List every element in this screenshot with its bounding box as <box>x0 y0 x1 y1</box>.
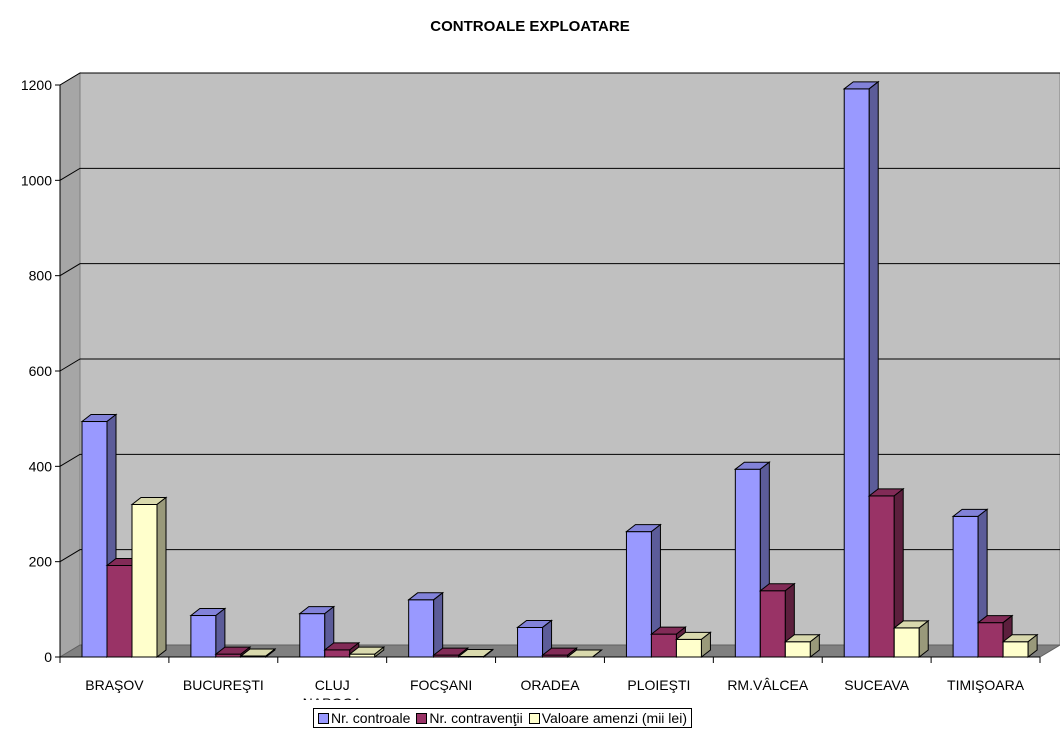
bar-front <box>784 641 811 658</box>
x-tick-label: TIMIŞOARA <box>947 677 1025 693</box>
bar-side <box>592 649 602 658</box>
bar-side <box>156 496 167 659</box>
x-tick-label: CLUJ NAPOCA <box>303 677 363 700</box>
y-tick-label: 1000 <box>21 172 52 188</box>
bar <box>674 631 712 659</box>
bar-front <box>893 627 920 658</box>
bar-front <box>517 626 544 658</box>
bar-front <box>650 633 677 658</box>
legend-swatch-valoare <box>528 712 540 724</box>
bar <box>783 633 821 659</box>
bar <box>348 646 386 659</box>
x-tick-label: BRAŞOV <box>85 677 144 693</box>
x-tick-label-line: PLOIEŞTI <box>627 677 690 693</box>
y-tick-label: 200 <box>29 554 53 570</box>
gridline <box>59 167 1060 181</box>
bar-front <box>952 515 979 658</box>
bar <box>951 508 989 659</box>
bar-side <box>265 648 276 659</box>
bar <box>892 619 930 659</box>
legend-item-valoare: Valoare amenzi (mii lei) <box>528 710 687 726</box>
bar-front <box>759 590 786 658</box>
legend-swatch-controale <box>318 712 329 724</box>
gridline <box>59 453 1060 467</box>
bar-front <box>106 564 133 658</box>
bar <box>624 523 662 659</box>
x-tick-label-line: CLUJ <box>315 677 350 693</box>
legend-item-controale: Nr. controale <box>318 710 410 726</box>
bar-front <box>131 503 158 658</box>
bar-side <box>374 646 385 659</box>
bar-front <box>190 615 217 658</box>
gridline <box>59 549 1060 563</box>
bar-front <box>299 613 326 658</box>
y-tick-label: 400 <box>29 458 53 474</box>
bar <box>189 607 227 659</box>
bar-side <box>918 619 929 659</box>
legend-swatch-contraventii <box>416 712 428 724</box>
bar-front <box>675 638 702 658</box>
x-tick-label-line: FOCŞANI <box>410 677 472 693</box>
bar <box>867 487 905 659</box>
bar-front <box>324 649 351 658</box>
bar <box>566 649 604 658</box>
legend-label-controale: Nr. controale <box>331 710 411 726</box>
axis-labels: 0 200 400 600 800 1000 1200 BRAŞOV BUCUREŞTI CLUJ… <box>21 77 1025 700</box>
bars <box>80 80 1039 659</box>
bar-front <box>977 622 1004 658</box>
x-tick-label-line: TIMIŞOARA <box>947 677 1025 693</box>
bar-front <box>1002 641 1029 658</box>
legend-item-contraventii: Nr. contravenţii <box>416 710 523 726</box>
y-tick-label: 0 <box>44 649 52 665</box>
legend-label-contraventii: Nr. contravenţii <box>429 710 523 726</box>
x-tick-label: SUCEAVA <box>844 677 909 693</box>
bar <box>239 648 277 659</box>
legend-label-valoare: Valoare amenzi (mii lei) <box>541 710 687 726</box>
bar-front <box>734 468 761 658</box>
bar-side <box>809 633 820 659</box>
bar-front <box>81 421 108 658</box>
bar-front <box>868 495 895 658</box>
bar <box>1001 633 1039 659</box>
gridline <box>59 72 1060 86</box>
legend: Nr. controale Nr. contravenţii Valoare a… <box>313 708 692 728</box>
bar <box>214 646 252 659</box>
x-tick-label-line: BRAŞOV <box>85 677 144 693</box>
bar <box>130 496 168 659</box>
x-tick-label-line: ORADEA <box>520 677 580 693</box>
bar <box>457 648 495 659</box>
y-tick-label: 1200 <box>21 77 52 93</box>
gridline <box>59 263 1060 277</box>
x-tick-label: ORADEA <box>520 677 580 693</box>
x-tick-label: RM.VÂLCEA <box>727 677 809 693</box>
chart-title: CONTROALE EXPLOATARE <box>430 18 630 35</box>
bar-side <box>700 631 711 659</box>
bar-side <box>433 591 444 659</box>
bar-side <box>483 648 494 659</box>
bar <box>407 591 445 659</box>
x-tick-label-line: NAPOCA <box>303 695 363 700</box>
x-tick-label: BUCUREŞTI <box>183 677 264 693</box>
bar-front <box>408 599 435 658</box>
gridline <box>59 358 1060 372</box>
bar-front <box>625 531 652 658</box>
bar-side <box>1027 633 1038 659</box>
y-tick-label: 600 <box>29 363 53 379</box>
x-tick-label-line: RM.VÂLCEA <box>727 677 809 693</box>
plot-walls <box>58 72 1060 658</box>
x-tick-label-line: BUCUREŞTI <box>183 677 264 693</box>
y-tick-label: 800 <box>29 268 53 284</box>
gridlines <box>59 72 1060 563</box>
bar-front <box>843 88 870 658</box>
x-tick-label-line: SUCEAVA <box>844 677 909 693</box>
bar-chart: 0 200 400 600 800 1000 1200 BRAŞOV BUCUREŞTI CLUJ… <box>21 72 1060 700</box>
x-tick-label: FOCŞANI <box>410 677 472 693</box>
x-tick-label: PLOIEŞTI <box>627 677 690 693</box>
